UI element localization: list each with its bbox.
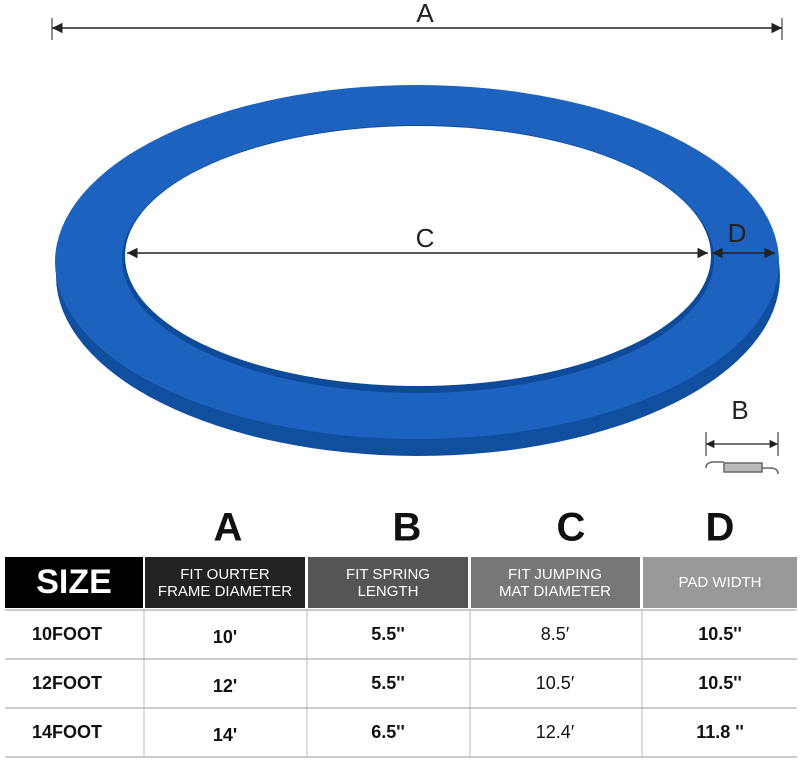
column-letter: B bbox=[393, 506, 422, 550]
spring-icon bbox=[705, 461, 779, 475]
header-text: PAD WIDTH bbox=[678, 574, 761, 591]
value-cell: 12' bbox=[213, 676, 237, 696]
header-text: FIT OURTER bbox=[180, 566, 270, 583]
header-size: SIZE bbox=[36, 563, 112, 601]
header-cell bbox=[145, 557, 305, 608]
header-text: FIT JUMPING bbox=[508, 566, 602, 583]
label-b: B bbox=[731, 395, 748, 425]
column-letter: C bbox=[557, 506, 586, 550]
header-text: FRAME DIAMETER bbox=[158, 583, 292, 600]
value-cell: 11.8 '' bbox=[696, 722, 744, 742]
column-letter: A bbox=[214, 506, 243, 550]
value-cell: 10' bbox=[213, 627, 237, 647]
pad-opening bbox=[125, 126, 711, 386]
label-a: A bbox=[416, 0, 434, 28]
header-text: MAT DIAMETER bbox=[499, 583, 611, 600]
label-c: C bbox=[416, 223, 435, 253]
value-cell: 6.5'' bbox=[371, 722, 405, 742]
value-cell: 8.5′ bbox=[541, 624, 570, 644]
value-cell: 12.4′ bbox=[536, 722, 575, 742]
value-cell: 10.5'' bbox=[698, 673, 742, 693]
value-cell: 10.5′ bbox=[536, 673, 575, 693]
header-text: FIT SPRING bbox=[346, 566, 430, 583]
label-d: D bbox=[728, 218, 747, 248]
header-text: LENGTH bbox=[358, 583, 419, 600]
header-cell bbox=[5, 557, 143, 608]
value-cell: 5.5'' bbox=[371, 673, 405, 693]
header-cell bbox=[643, 557, 797, 608]
header-cell bbox=[308, 557, 468, 608]
value-cell: 10.5'' bbox=[698, 624, 742, 644]
size-cell: 14FOOT bbox=[32, 722, 102, 742]
value-cell: 14' bbox=[213, 725, 237, 745]
header-cell bbox=[471, 557, 640, 608]
column-letter: D bbox=[706, 506, 735, 550]
value-cell: 5.5'' bbox=[371, 624, 405, 644]
size-cell: 10FOOT bbox=[32, 624, 102, 644]
size-cell: 12FOOT bbox=[32, 673, 102, 693]
